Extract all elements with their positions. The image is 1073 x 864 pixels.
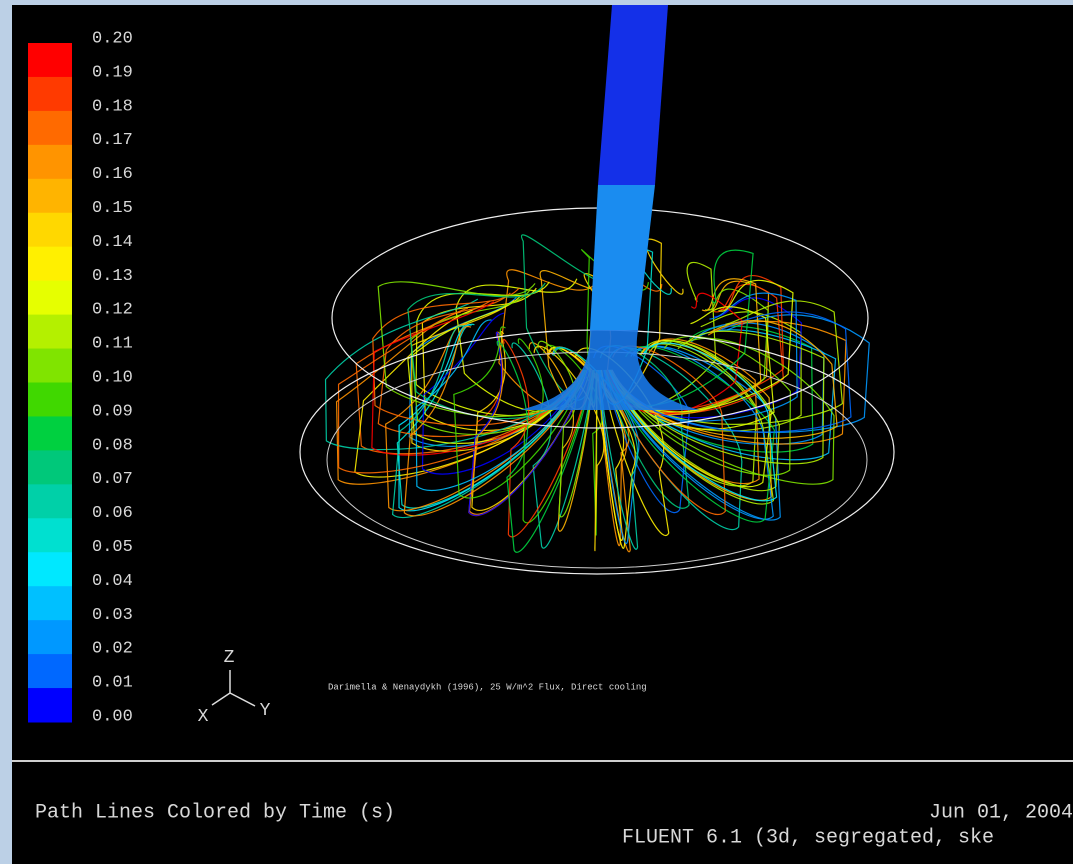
colorbar-label: 0.08 xyxy=(92,436,133,455)
colorbar-label: 0.16 xyxy=(92,165,133,184)
colorbar-cell xyxy=(28,315,72,349)
colorbar-label: 0.20 xyxy=(92,29,133,48)
colorbar-label: 0.11 xyxy=(92,335,133,354)
x-label: X xyxy=(198,707,209,727)
colorbar-cell xyxy=(28,586,72,620)
colorbar-cell xyxy=(28,383,72,417)
colorbar-cell xyxy=(28,145,72,179)
colorbar-cell xyxy=(28,450,72,484)
colorbar-label: 0.18 xyxy=(92,97,133,116)
colorbar-cell xyxy=(28,247,72,281)
footer-version: FLUENT 6.1 (3d, segregated, ske xyxy=(622,826,994,849)
colorbar-label: 0.14 xyxy=(92,233,133,252)
colorbar-label: 0.01 xyxy=(92,674,133,693)
colorbar-cell xyxy=(28,688,72,722)
colorbar-cell xyxy=(28,349,72,383)
colorbar-label: 0.19 xyxy=(92,63,133,82)
colorbar-cell xyxy=(28,77,72,111)
colorbar-cell xyxy=(28,620,72,654)
colorbar-label: 0.07 xyxy=(92,470,133,489)
colorbar-label: 0.09 xyxy=(92,402,133,421)
colorbar-cell xyxy=(28,281,72,315)
colorbar-label: 0.04 xyxy=(92,572,133,591)
footer-date: Jun 01, 2004 xyxy=(929,801,1073,824)
colorbar-label: 0.15 xyxy=(92,199,133,218)
colorbar-cell xyxy=(28,484,72,518)
fluent-window: 0.20 0.19 0.18 0.17 0.16 0.15 0.14 0.13 0.12 0.11… xyxy=(0,0,1073,864)
colorbar-cell xyxy=(28,213,72,247)
page: 0.20 0.19 0.18 0.17 0.16 0.15 0.14 0.13 0.12 0.11… xyxy=(0,0,1073,864)
colorbar-cell xyxy=(28,416,72,450)
colorbar-label: 0.02 xyxy=(92,640,133,659)
colorbar-cell xyxy=(28,179,72,213)
colorbar-label: 0.13 xyxy=(92,267,133,286)
colorbar-cell xyxy=(28,111,72,145)
colorbar-label: 0.12 xyxy=(92,301,133,320)
z-label: Z xyxy=(224,648,235,668)
colorbar-label: 0.10 xyxy=(92,368,133,387)
colorbar-cell xyxy=(28,518,72,552)
colorbar-cell xyxy=(28,43,72,77)
colorbar-cell xyxy=(28,654,72,688)
colorbar-label: 0.00 xyxy=(92,707,133,726)
colorbar-label: 0.05 xyxy=(92,538,133,557)
annotation: Darimella & Nenaydykh (1996), 25 W/m^2 F… xyxy=(328,682,647,692)
colorbar-label: 0.17 xyxy=(92,131,133,150)
colorbar-label: 0.03 xyxy=(92,606,133,625)
footer-title: Path Lines Colored by Time (s) xyxy=(35,801,395,824)
y-label: Y xyxy=(260,701,271,721)
colorbar-label: 0.06 xyxy=(92,504,133,523)
colorbar-cell xyxy=(28,552,72,586)
